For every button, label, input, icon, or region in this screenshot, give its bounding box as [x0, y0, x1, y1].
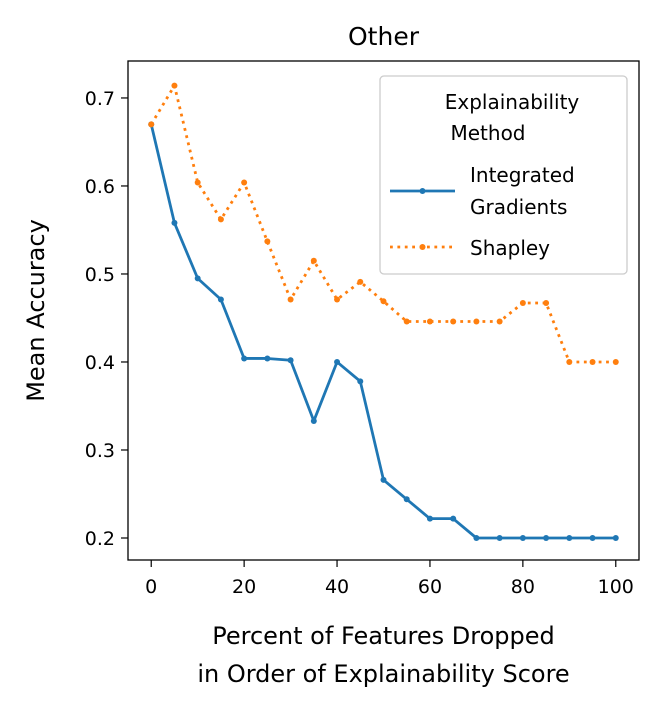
y-tick-label: 0.7: [85, 88, 115, 110]
data-point-integrated-gradients: [334, 358, 341, 365]
x-tick-label: 100: [598, 576, 634, 598]
data-point-integrated-gradients: [217, 296, 224, 303]
legend-title-line-2: Method: [450, 121, 525, 145]
y-tick-label: 0.5: [85, 264, 115, 286]
data-point-shapley: [426, 318, 433, 325]
data-point-integrated-gradients: [450, 515, 457, 522]
data-point-integrated-gradients: [241, 355, 248, 362]
data-point-shapley: [589, 358, 596, 365]
x-axis: 0 20 40 60 80 100: [145, 560, 634, 598]
y-axis: 0.2 0.3 0.4 0.5 0.6 0.7: [85, 88, 128, 550]
data-point-shapley: [357, 278, 364, 285]
data-point-shapley: [473, 318, 480, 325]
data-point-shapley: [171, 82, 178, 89]
legend-label-integrated-gradients-line-1: Integrated: [470, 163, 575, 187]
data-point-integrated-gradients: [473, 535, 480, 541]
data-point-shapley: [566, 358, 573, 365]
data-point-shapley: [241, 179, 248, 186]
y-tick-label: 0.3: [85, 440, 115, 462]
data-point-shapley: [310, 257, 317, 264]
data-point-integrated-gradients: [426, 515, 433, 522]
data-point-integrated-gradients: [519, 535, 526, 541]
y-tick-label: 0.4: [85, 352, 115, 374]
data-point-integrated-gradients: [264, 355, 271, 362]
data-point-shapley: [403, 318, 410, 325]
chart-title: Other: [348, 22, 420, 51]
legend-box: [379, 75, 628, 275]
data-point-integrated-gradients: [543, 535, 550, 541]
series-layer: [148, 82, 619, 541]
data-point-shapley: [612, 358, 619, 365]
data-point-integrated-gradients: [310, 417, 317, 424]
data-point-shapley: [496, 318, 503, 325]
legend-marker-shapley: [419, 244, 426, 250]
data-point-integrated-gradients: [287, 357, 294, 364]
legend: Explainability Method Integrated Gradien…: [379, 75, 628, 275]
legend-marker-integrated-gradients: [419, 188, 426, 194]
data-point-integrated-gradients: [612, 535, 619, 541]
x-axis-title-line-1: Percent of Features Dropped: [212, 622, 555, 650]
data-point-integrated-gradients: [171, 219, 178, 226]
legend-title-line-1: Explainability: [445, 90, 580, 114]
data-point-shapley: [287, 296, 294, 303]
y-tick-label: 0.2: [85, 528, 115, 550]
data-point-shapley: [194, 179, 201, 186]
y-tick-label: 0.6: [85, 176, 115, 198]
legend-label-integrated-gradients-line-2: Gradients: [470, 195, 567, 219]
legend-label-shapley: Shapley: [470, 236, 550, 260]
x-tick-label: 0: [145, 576, 157, 598]
data-point-integrated-gradients: [589, 535, 596, 541]
data-point-integrated-gradients: [380, 476, 387, 483]
x-tick-label: 80: [511, 576, 535, 598]
data-point-shapley: [334, 296, 341, 303]
data-point-shapley: [148, 121, 155, 128]
data-point-shapley: [217, 216, 224, 223]
plot-frame: [127, 60, 640, 561]
data-point-shapley: [264, 238, 271, 245]
data-point-shapley: [519, 300, 526, 307]
data-point-integrated-gradients: [496, 535, 503, 541]
x-tick-label: 40: [325, 576, 349, 598]
data-point-shapley: [380, 298, 387, 305]
data-point-shapley: [450, 318, 457, 325]
y-axis-title: Mean Accuracy: [22, 219, 50, 402]
x-tick-label: 60: [418, 576, 442, 598]
x-axis-title-line-2: in Order of Explainability Score: [197, 660, 569, 688]
x-tick-label: 20: [232, 576, 256, 598]
data-point-integrated-gradients: [403, 496, 410, 503]
data-point-integrated-gradients: [566, 535, 573, 541]
data-point-shapley: [543, 300, 550, 307]
data-point-integrated-gradients: [357, 378, 364, 385]
data-point-integrated-gradients: [194, 275, 201, 282]
